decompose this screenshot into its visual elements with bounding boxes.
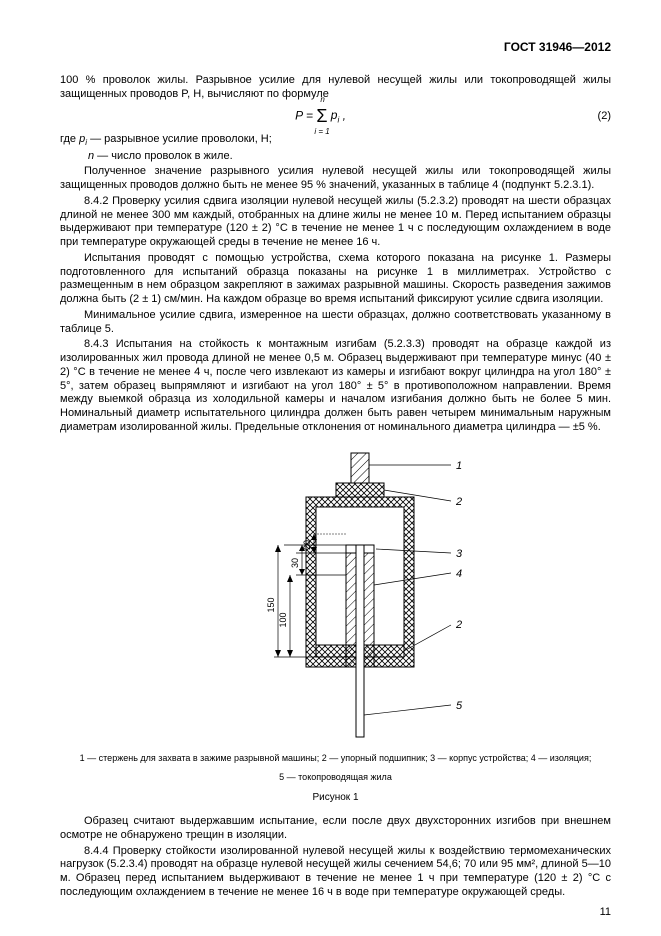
label-2a: 2: [455, 496, 462, 508]
obr-paragraph: Образец считают выдержавшим испытание, е…: [60, 815, 611, 843]
dim-150: 150: [266, 597, 276, 612]
sum-bottom: i = 1: [314, 127, 329, 136]
dim-20: 20: [302, 540, 312, 550]
label-2b: 2: [455, 619, 462, 631]
page: ГОСТ 31946—2012 100 % проволок жилы. Раз…: [0, 0, 661, 936]
figure-1: 150 100 30 20 1 2 3 4: [60, 445, 611, 745]
formula-number: (2): [581, 110, 611, 122]
label-4: 4: [456, 568, 462, 580]
poluch-paragraph: Полученное значение разрывного усилия ну…: [60, 165, 611, 193]
formula: P = n Σ i = 1 pi ,: [60, 106, 581, 127]
figure-title: Рисунок 1: [60, 792, 611, 803]
p844-paragraph: 8.4.4 Проверку стойкости изолированной н…: [60, 845, 611, 900]
min-paragraph: Минимальное усилие сдвига, измеренное на…: [60, 309, 611, 337]
sum-top: n: [320, 95, 324, 104]
isp-paragraph: Испытания проводят с помощью устройства,…: [60, 252, 611, 307]
header-standard: ГОСТ 31946—2012: [60, 40, 611, 54]
label-5: 5: [456, 700, 463, 712]
p843-paragraph: 8.4.3 Испытания на стойкость к монтажным…: [60, 338, 611, 434]
label-3: 3: [456, 548, 463, 560]
intro-paragraph: 100 % проволок жилы. Разрывное усилие дл…: [60, 74, 611, 102]
figure-caption-line1: 1 — стержень для захвата в зажиме разрыв…: [60, 753, 611, 765]
page-number: 11: [600, 906, 611, 918]
dim-100: 100: [278, 612, 288, 627]
formula-row: P = n Σ i = 1 pi , (2): [60, 106, 611, 127]
dim-30: 30: [290, 558, 300, 568]
figure-svg: 150 100 30 20 1 2 3 4: [196, 445, 476, 745]
p842-paragraph: 8.4.2 Проверку усилия сдвига изоляции ну…: [60, 195, 611, 250]
def-p2: n — число проволок в жиле.: [88, 150, 611, 164]
def-p1: где pi — разрывное усилие проволоки, Н;: [60, 133, 611, 148]
label-1: 1: [456, 460, 462, 472]
figure-caption-line2: 5 — токопроводящая жила: [60, 772, 611, 784]
